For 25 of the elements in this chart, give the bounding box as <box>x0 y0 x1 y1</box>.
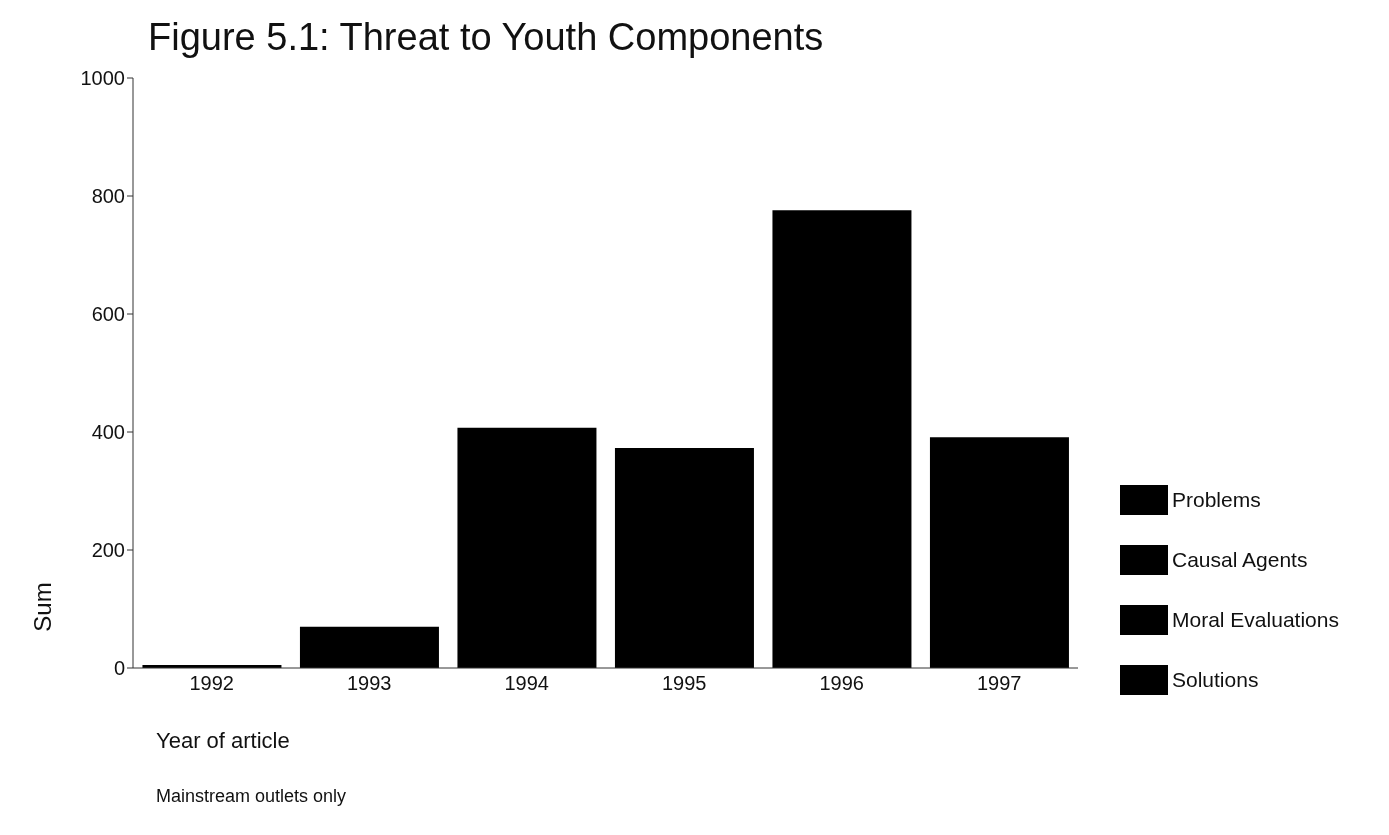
text: Mainstream outlets only <box>156 786 347 807</box>
text: Solutions <box>1172 668 1259 692</box>
x-tick-label: 1995 <box>662 672 707 695</box>
bar <box>457 427 597 668</box>
bar <box>772 210 912 668</box>
text: Moral Evaluations <box>1172 608 1339 632</box>
text: Causal Agents <box>1172 548 1308 572</box>
y-tick-label: 0 <box>113 657 125 680</box>
y-tick-label: 800 <box>91 185 125 208</box>
x-axis-title: Year of article <box>156 728 290 754</box>
y-tick-label: 200 <box>91 539 125 562</box>
x-tick-label: 1992 <box>189 672 234 695</box>
y-tick-label: 600 <box>91 303 125 326</box>
chart-title: Figure 5.1: Threat to Youth Components <box>148 16 824 59</box>
y-axis-title: Sum <box>28 582 57 632</box>
bar <box>929 437 1069 668</box>
bar <box>614 447 754 668</box>
y-tick-label: 1000 <box>80 67 125 90</box>
x-tick-label: 1993 <box>347 672 392 695</box>
text: Problems <box>1172 488 1261 512</box>
x-tick-label: 1997 <box>977 672 1022 695</box>
x-tick-label: 1994 <box>504 672 549 695</box>
x-tick-label: 1996 <box>819 672 864 695</box>
bar <box>299 626 439 668</box>
y-tick-label: 400 <box>91 421 125 444</box>
